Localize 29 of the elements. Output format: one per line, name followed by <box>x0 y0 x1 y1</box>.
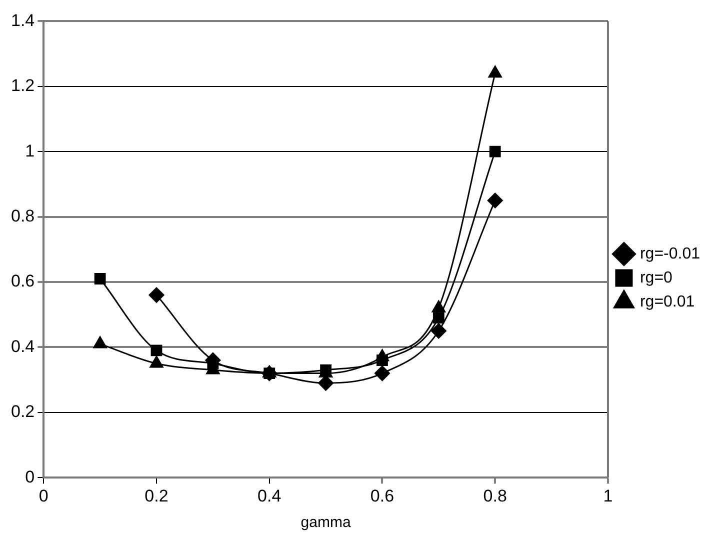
point <box>432 312 444 324</box>
y-tick-label: 0.4 <box>10 336 35 356</box>
y-tick-label: 1.4 <box>10 10 35 30</box>
point <box>262 366 278 382</box>
point <box>376 354 388 366</box>
x-tick-label: 0 <box>38 486 48 506</box>
y-tick-label: 0.6 <box>10 272 35 291</box>
point <box>374 366 390 382</box>
point <box>94 273 106 284</box>
point <box>489 146 501 158</box>
x-tick-label: 0.2 <box>144 486 168 506</box>
x-tick-label: 0.4 <box>258 486 282 506</box>
y-tick-label: 0.8 <box>10 206 35 226</box>
x-tick-label: 1 <box>603 486 613 506</box>
point <box>148 287 164 303</box>
x-tick-label: 0.8 <box>483 486 507 506</box>
legend-label: rg=-0.01 <box>640 245 700 262</box>
x-tick-label: 0.6 <box>370 486 394 506</box>
y-tick-label: 0.2 <box>10 402 35 422</box>
y-tick-label: 1 <box>25 141 35 160</box>
point <box>150 344 162 356</box>
point <box>430 323 446 339</box>
point <box>487 192 503 208</box>
point <box>488 66 502 78</box>
x-axis-title: gamma <box>300 514 352 532</box>
y-tick-label: 0 <box>25 467 35 486</box>
legend-label: rg=0 <box>640 269 673 286</box>
y-tick-label: 1.2 <box>10 76 35 96</box>
legend-label: rg=0.01 <box>640 293 695 310</box>
